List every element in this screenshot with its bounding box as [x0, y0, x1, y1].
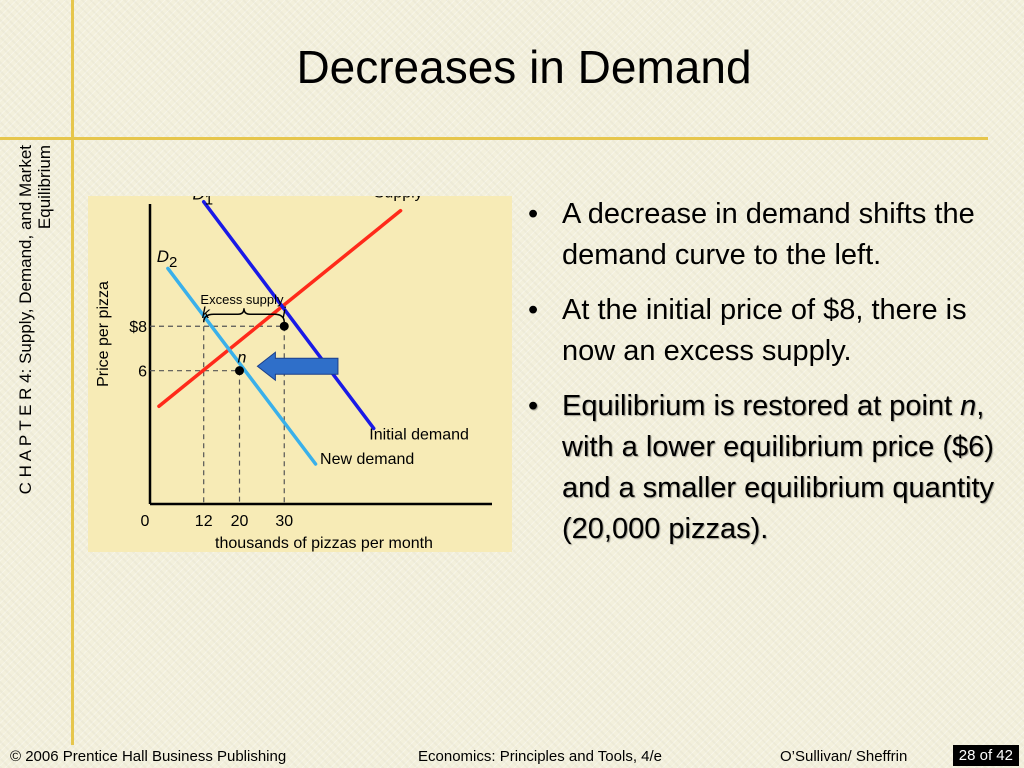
footer: © 2006 Prentice Hall Business Publishing…	[0, 744, 1024, 768]
page-number: 28 of 42	[952, 745, 1019, 766]
footer-book: Economics: Principles and Tools, 4/e	[418, 748, 663, 765]
curve-tag-d2: D2	[157, 247, 178, 271]
y-tick-label-8: $8	[129, 319, 147, 336]
series-line-new-demand	[166, 266, 318, 466]
bullet-item-2: At the initial price of $8, there is now…	[520, 290, 1000, 372]
point-k-label: k	[202, 305, 211, 322]
bullet-text-2: At the initial price of $8, there is now…	[562, 294, 967, 367]
point-i-marker	[279, 321, 289, 331]
bullet-item-1: A decrease in demand shifts the demand c…	[520, 194, 1000, 276]
chapter-side-title: C H A P T E R 4: Supply, Demand, and Mar…	[8, 145, 62, 585]
shift-left-arrow	[256, 351, 339, 382]
bullet-item-3: Equilibrium is restored at point n, with…	[520, 386, 1000, 550]
bullet-list: A decrease in demand shifts the demand c…	[520, 194, 1000, 564]
point-n-label: n	[238, 350, 247, 367]
y-tick-label-6: 6	[138, 364, 147, 381]
footer-copyright: © 2006 Prentice Hall Business Publishing	[10, 748, 287, 765]
chart-panel: Price per pizza thousands of pizzas per m…	[88, 184, 512, 552]
x-tick-label-12: 12	[195, 513, 213, 530]
curve-label-new-demand: New demand	[320, 451, 414, 468]
chapter-title-line-2: Equilibrium	[35, 145, 54, 230]
excess-supply-label: Excess supply	[200, 292, 284, 307]
curve-label-initial-demand: Initial demand	[369, 427, 469, 444]
bullet-text-3-italic: n	[960, 390, 977, 422]
x-axis-label: thousands of pizzas per month	[215, 535, 433, 552]
slide-title: Decreases in Demand	[296, 41, 752, 93]
supply-demand-chart: Price per pizza thousands of pizzas per m…	[95, 184, 492, 552]
point-i-label: i	[282, 305, 286, 322]
curve-tag-d1: D1	[193, 196, 214, 209]
curve-tag-d2-letter: D	[157, 247, 169, 266]
curve-tag-d1-letter: D	[193, 196, 205, 204]
y-axis-label: Price per pizza	[95, 281, 112, 387]
point-n-marker	[235, 366, 244, 376]
horizontal-accent-rule	[0, 137, 988, 140]
curve-label-supply: Supply	[374, 196, 423, 201]
series-line-initial-demand	[201, 200, 376, 431]
series-line-supply	[157, 208, 403, 408]
x-tick-label-30: 30	[275, 513, 293, 530]
bullet-text-3-pre: Equilibrium is restored at point	[562, 390, 961, 422]
bullet-text-3-post: , with a lower equilibrium price ($6) an…	[562, 390, 994, 545]
curve-tag-d2-subscript: 2	[169, 254, 177, 271]
x-tick-label-0: 0	[141, 513, 150, 530]
x-tick-label-20: 20	[231, 513, 249, 530]
bullet-text-1: A decrease in demand shifts the demand c…	[562, 198, 975, 271]
curve-tag-d1-subscript: 1	[205, 196, 213, 209]
vertical-accent-rule	[71, 0, 74, 745]
chapter-title-line-1: C H A P T E R 4: Supply, Demand, and Mar…	[16, 145, 35, 495]
footer-authors: O’Sullivan/ Sheffrin	[780, 748, 908, 765]
